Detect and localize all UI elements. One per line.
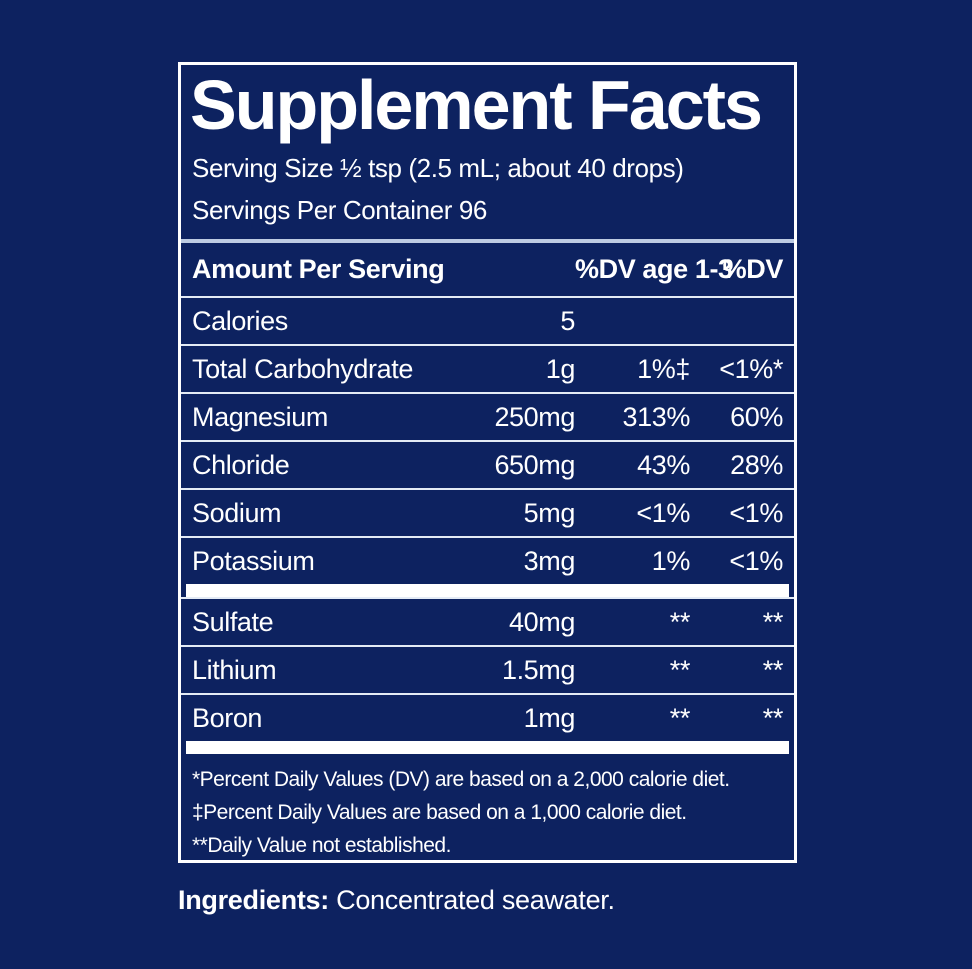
nutrient-rows: Calories 5 Total Carbohydrate 1g 1%‡ <1%* Magn… xyxy=(181,296,794,754)
cell-dv2: 28% xyxy=(730,449,783,480)
cell-name: Calories xyxy=(192,305,288,336)
cell-amount: 250mg xyxy=(494,401,575,432)
cell-dv1: 313% xyxy=(622,401,691,432)
panel-title: Supplement Facts xyxy=(190,66,763,144)
nutrient-row: Calories 5 xyxy=(181,296,794,344)
cell-dv2: ** xyxy=(762,702,784,733)
ingredients-line: Ingredients: Concentrated seawater. xyxy=(178,885,615,916)
header-dv-age-1-3: %DV age 1-3 xyxy=(575,254,733,284)
table-header-row: Amount Per Serving %DV age 1-3 %DV xyxy=(181,239,794,296)
nutrient-row: Boron 1mg ** ** xyxy=(181,693,794,741)
cell-name: Boron xyxy=(192,702,263,733)
cell-name: Sodium xyxy=(192,497,282,528)
cell-amount: 5 xyxy=(560,305,575,336)
cell-dv2: <1% xyxy=(729,497,783,528)
cell-amount: 1g xyxy=(545,353,576,384)
cell-dv1: 1%‡ xyxy=(637,353,690,384)
cell-name: Lithium xyxy=(192,654,277,685)
cell-amount: 1mg xyxy=(523,702,576,733)
nutrient-row: Lithium 1.5mg ** ** xyxy=(181,645,794,693)
footnotes-block: *Percent Daily Values (DV) are based on … xyxy=(192,763,794,862)
header-dv: %DV xyxy=(722,254,784,284)
nutrition-table: Amount Per Serving %DV age 1-3 %DV Calor… xyxy=(181,239,794,754)
cell-amount: 1.5mg xyxy=(501,654,575,685)
nutrient-row: Sodium 5mg <1% <1% xyxy=(181,488,794,536)
thick-separator-bar xyxy=(186,741,789,754)
nutrient-row: Magnesium 250mg 313% 60% xyxy=(181,392,794,440)
nutrient-row: Sulfate 40mg ** ** xyxy=(181,597,794,645)
footnote-line: ‡Percent Daily Values are based on a 1,0… xyxy=(192,801,687,824)
cell-dv2: ** xyxy=(762,654,784,685)
serving-size-text: Serving Size ½ tsp (2.5 mL; about 40 dro… xyxy=(192,153,684,183)
cell-dv1: <1% xyxy=(636,497,690,528)
ingredients-label: Ingredients: xyxy=(178,885,329,915)
cell-name: Magnesium xyxy=(192,401,328,432)
header-amount-per-serving: Amount Per Serving xyxy=(192,254,445,284)
ingredients-text: Concentrated seawater. xyxy=(328,885,615,915)
cell-name: Sulfate xyxy=(192,606,274,637)
cell-amount: 40mg xyxy=(509,606,575,637)
cell-dv2: <1% xyxy=(729,545,783,576)
cell-dv2: 60% xyxy=(730,401,783,432)
footnote-line: *Percent Daily Values (DV) are based on … xyxy=(192,768,730,791)
cell-amount: 5mg xyxy=(523,497,576,528)
footnote-line: **Daily Value not established. xyxy=(192,834,451,857)
cell-name: Potassium xyxy=(192,545,315,576)
cell-dv1: ** xyxy=(669,654,691,685)
cell-dv1: ** xyxy=(669,606,691,637)
cell-name: Total Carbohydrate xyxy=(192,353,413,384)
nutrient-row: Potassium 3mg 1% <1% xyxy=(181,536,794,584)
cell-amount: 650mg xyxy=(494,449,575,480)
cell-dv1: 1% xyxy=(651,545,691,576)
cell-dv1: ** xyxy=(669,702,691,733)
cell-dv2: <1%* xyxy=(719,353,783,384)
cell-name: Chloride xyxy=(192,449,290,480)
nutrient-row: Chloride 650mg 43% 28% xyxy=(181,440,794,488)
cell-dv2: ** xyxy=(762,606,784,637)
thick-separator-bar xyxy=(186,584,789,597)
supplement-facts-panel: Supplement Facts Serving Size ½ tsp (2.5… xyxy=(178,62,797,863)
servings-per-container-text: Servings Per Container 96 xyxy=(192,195,487,225)
nutrient-row: Total Carbohydrate 1g 1%‡ <1%* xyxy=(181,344,794,392)
cell-amount: 3mg xyxy=(523,545,576,576)
cell-dv1: 43% xyxy=(637,449,690,480)
